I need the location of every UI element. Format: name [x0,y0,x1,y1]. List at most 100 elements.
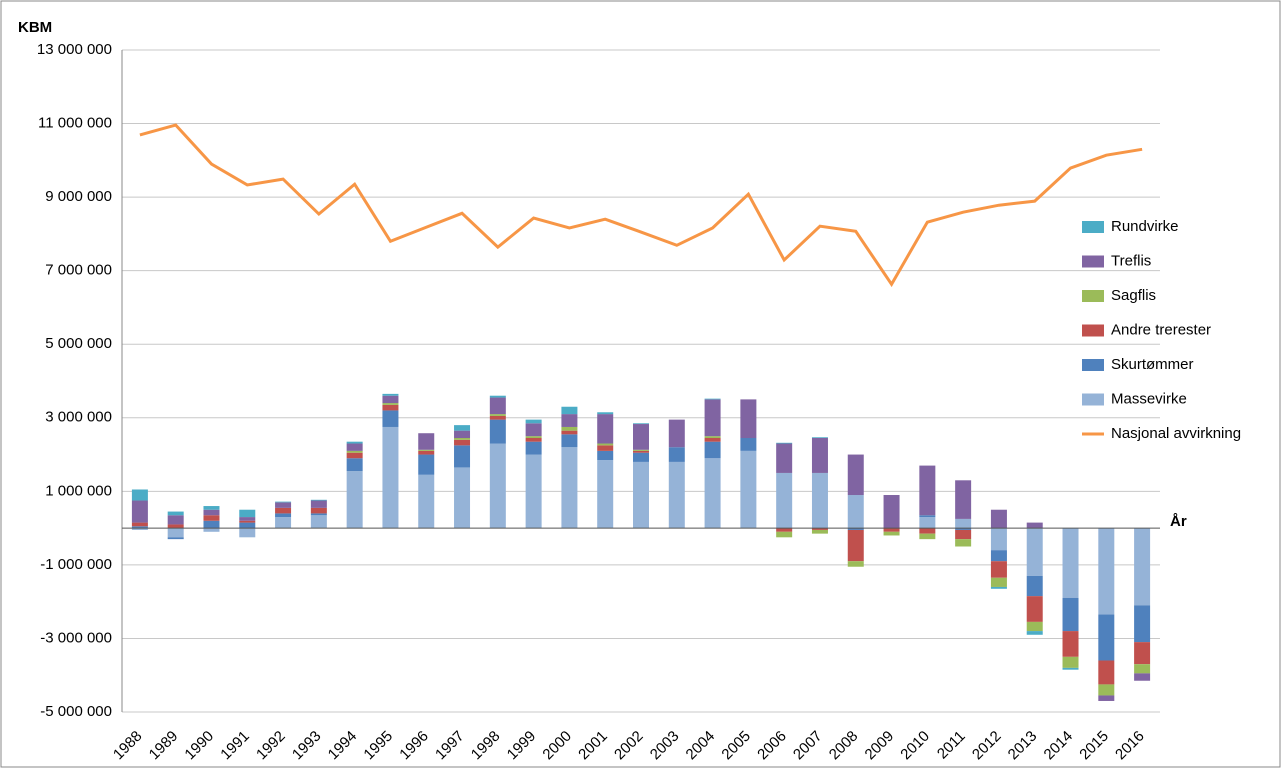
bar-segment [633,461,649,529]
bar-segment [776,443,793,473]
bar-segment [203,506,220,510]
bar-segment [704,441,721,459]
bar-segment [310,515,327,529]
y-tick-label: -3 000 000 [40,629,112,646]
bar-segment [489,397,506,415]
bar-segment [525,419,542,424]
bar-segment [275,507,292,514]
bar-segment [346,471,363,529]
bar-segment [203,515,220,521]
bar-segment [203,520,220,529]
bar-segment [1134,673,1151,681]
bar-segment [525,441,542,455]
bar-segment [668,447,685,462]
bar-segment [847,528,864,530]
bar-segment [561,434,578,448]
bar-segment [454,430,471,439]
bar-segment [811,529,828,534]
bar-segment [847,529,864,562]
bar-segment [167,537,184,540]
bar-segment [525,438,542,442]
y-tick-label: 3 000 000 [45,409,112,426]
bar-segment [776,442,793,444]
bar-segment [561,414,578,427]
bar-segment [597,414,614,444]
bar-segment [525,454,542,529]
bar-segment [1062,631,1079,657]
bar-segment [346,458,363,472]
bar-segment [382,426,399,529]
bar-segment [454,467,471,529]
bar-segment [167,515,184,525]
bar-segment [1062,667,1079,670]
bar-segment [346,450,363,453]
bar-segment [704,436,721,439]
bar-segment [1026,528,1043,576]
bar-segment [776,531,793,538]
bar-segment [1134,642,1151,665]
legend-label: Sagflis [1111,287,1156,304]
bar-segment [847,561,864,567]
bar-segment [561,426,578,431]
bar-segment [955,528,972,530]
y-tick-label: 11 000 000 [38,115,112,132]
bar-segment [454,438,471,440]
bar-segment [811,528,828,530]
bar-segment [1098,684,1115,696]
bar-segment [239,509,256,518]
bar-segment [525,423,542,437]
bar-segment [919,515,936,518]
bar-segment [776,528,793,532]
bar-segment [597,445,614,451]
bar-segment [597,443,614,446]
bar-segment [633,423,649,425]
bar-segment [418,474,435,529]
bar-segment [382,404,399,411]
bar-segment [489,443,506,529]
bar-segment [597,412,614,415]
bar-segment [382,395,399,404]
bar-segment [489,395,506,398]
bar-segment [167,511,184,516]
bar-segment [239,522,256,529]
bar-segment [597,460,614,529]
bar-segment [489,419,506,444]
bar-segment [275,513,292,518]
y-axis-label: KBM [18,19,52,36]
bar-segment [1062,528,1079,598]
bar-segment [525,436,542,439]
bar-segment [990,550,1007,562]
bar-segment [454,439,471,446]
bar-segment [203,509,220,516]
legend-label: Rundvirke [1111,218,1179,235]
bar-segment [704,398,721,400]
legend-label: Massevirke [1111,390,1187,407]
bar-segment [990,577,1007,587]
legend-swatch [1082,359,1104,371]
bar-segment [1098,695,1115,701]
y-tick-label: 1 000 000 [45,482,112,499]
bar-segment [489,415,506,420]
bar-segment [454,445,471,468]
bar-segment [668,461,685,529]
bar-segment [811,437,828,439]
bar-segment [990,528,1007,551]
legend-label: Treflis [1111,252,1151,269]
y-tick-label: 5 000 000 [45,335,112,352]
bar-segment [919,528,936,534]
bar-segment [990,561,1007,578]
bar-segment [633,450,649,453]
legend-swatch [1082,290,1104,302]
bar-segment [131,522,148,527]
bar-segment [418,454,435,475]
y-tick-label: -1 000 000 [40,556,112,573]
bar-segment [454,425,471,431]
bar-segment [597,450,614,461]
bar-segment [239,520,256,523]
bar-segment [955,480,972,519]
bar-segment [633,452,649,462]
bar-segment [1026,522,1043,529]
bar-segment [489,414,506,416]
bar-segment [1134,605,1151,643]
